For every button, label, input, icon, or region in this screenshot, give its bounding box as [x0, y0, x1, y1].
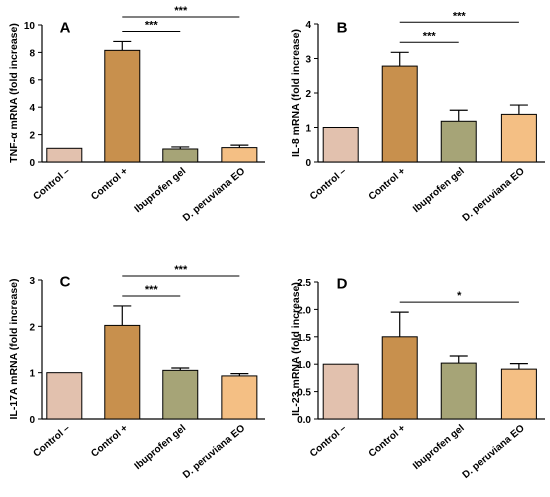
bar [221, 147, 258, 163]
bar [381, 336, 418, 420]
chart-panel-a: A 0 2 4 6 8 10 TNF-α mRNA (fold increase) Contro… [8, 5, 265, 224]
significance-label: *** [145, 284, 159, 296]
significance-label: *** [145, 19, 159, 31]
y-tick-label: 0.0 [297, 415, 311, 426]
significance-label: * [457, 290, 462, 302]
significance-label: *** [174, 5, 188, 17]
x-tick-label: Ibuprofen gel [411, 423, 467, 472]
bar [46, 372, 83, 420]
bar [322, 363, 359, 420]
y-axis-label: IL-8 mRNA (fold increase) [290, 29, 302, 157]
y-tick-label: 1.5 [297, 333, 311, 344]
bar [322, 127, 359, 163]
bar [162, 369, 199, 420]
y-tick-label: 10 [24, 21, 36, 32]
x-tick-label: Control + [89, 423, 130, 460]
y-tick-label: 0.5 [297, 388, 311, 399]
y-tick-label: 3 [29, 276, 35, 287]
chart-panel-c: C 0 1 2 3 IL-17A mRNA (fold increase) Control … [8, 264, 265, 481]
x-tick-label: Control – [32, 423, 73, 460]
y-tick-label: 0 [29, 415, 35, 426]
panel-label: C [60, 273, 71, 290]
x-tick-label: Ibuprofen gel [133, 166, 189, 215]
y-tick-label: 2.5 [297, 278, 311, 289]
y-tick-label: 0 [29, 158, 35, 169]
significance-label: *** [423, 30, 437, 42]
y-tick-label: 1 [29, 369, 35, 380]
x-tick-label: D. peruviana EO [181, 166, 247, 224]
x-tick-label: Control – [308, 166, 349, 203]
bar [104, 49, 141, 163]
bar [381, 65, 418, 163]
y-tick-label: 3 [305, 55, 311, 66]
y-tick-label: 1.0 [297, 360, 311, 371]
y-tick-label: 0 [305, 158, 311, 169]
x-tick-label: Ibuprofen gel [133, 423, 189, 472]
significance-label: *** [453, 10, 467, 22]
y-tick-label: 2 [29, 131, 35, 142]
chart-panel-d: D 0.0 0.5 1.0 1.5 2.0 2.5IL-23 mRNA (fold incr… [290, 275, 545, 481]
y-axis-label: TNF-α mRNA (fold increase) [8, 23, 20, 163]
y-tick-label: 8 [29, 48, 35, 59]
y-tick-label: 1 [305, 124, 311, 135]
y-axis-label: IL-23 mRNA (fold increase) [290, 282, 302, 416]
y-tick-label: 2.0 [297, 305, 311, 316]
bar [162, 148, 199, 163]
x-tick-label: Control + [367, 166, 408, 203]
y-tick-label: 2 [305, 89, 311, 100]
x-tick-label: Control – [32, 166, 73, 203]
x-tick-label: Ibuprofen gel [411, 166, 467, 215]
bar [46, 147, 83, 163]
y-tick-label: 4 [29, 103, 35, 114]
x-tick-label: Control – [308, 423, 349, 460]
panel-label: A [60, 19, 71, 36]
y-tick-label: 6 [29, 76, 35, 87]
y-axis-label: IL-17A mRNA (fold increase) [8, 279, 20, 420]
y-tick-label: 2 [29, 322, 35, 333]
bar [500, 113, 537, 163]
chart-panel-b: B 0 1 2 3 4IL-8 mRNA (fold increase) Control –… [290, 10, 545, 224]
x-tick-label: Control + [367, 423, 408, 460]
bar [500, 368, 537, 420]
x-tick-label: Control + [89, 166, 130, 203]
panel-label: B [337, 19, 348, 36]
bar [440, 362, 477, 420]
x-tick-label: D. peruviana EO [461, 423, 527, 481]
panel-label: D [337, 275, 348, 292]
x-tick-label: D. peruviana EO [461, 166, 527, 224]
bar [104, 324, 141, 420]
x-tick-label: D. peruviana EO [181, 423, 247, 481]
bar [221, 375, 258, 420]
y-tick-label: 4 [305, 20, 311, 31]
significance-label: *** [174, 264, 188, 276]
bar [440, 120, 477, 163]
